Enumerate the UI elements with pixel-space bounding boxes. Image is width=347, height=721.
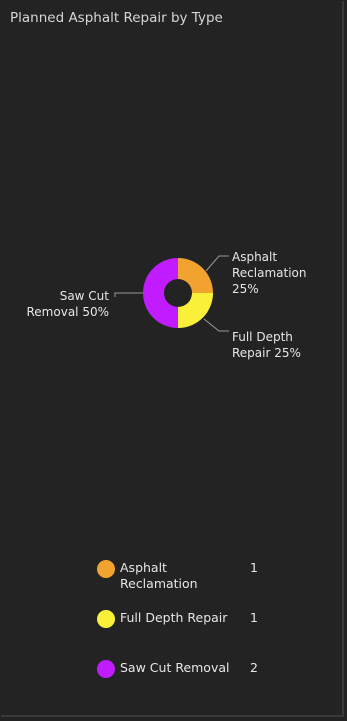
legend-label: Full Depth Repair: [120, 610, 228, 625]
legend-label: Saw Cut Removal: [120, 660, 230, 675]
chart-title: Planned Asphalt Repair by Type: [10, 10, 223, 26]
legend-swatch: [97, 610, 115, 628]
legend-value: 1: [250, 560, 258, 575]
leader-lines: [114, 255, 229, 332]
leader-line: [205, 255, 229, 272]
legend-swatch: [97, 560, 115, 578]
legend-value: 1: [250, 610, 258, 625]
donut-slice-saw-cut-removal[interactable]: [143, 258, 178, 328]
legend-item-full-depth-repair[interactable]: Full Depth Repair 1: [97, 609, 277, 643]
leader-line: [114, 292, 143, 297]
donut-slice-asphalt-reclamation[interactable]: [178, 258, 213, 293]
legend-label: Asphalt Reclamation: [120, 560, 198, 591]
slice-label: Full Depth Repair 25%: [232, 330, 301, 360]
legend-swatch: [97, 660, 115, 678]
legend-item-saw-cut-removal[interactable]: Saw Cut Removal 2: [97, 659, 277, 693]
slice-label: Saw Cut Removal 50%: [27, 289, 110, 319]
donut-slices: [143, 258, 213, 328]
leader-line: [203, 318, 229, 332]
legend-item-asphalt-reclamation[interactable]: Asphalt Reclamation 1: [97, 559, 277, 593]
slice-label: Asphalt Reclamation 25%: [232, 250, 307, 296]
legend-value: 2: [250, 660, 258, 675]
donut-chart: Asphalt Reclamation 25% Full Depth Repair 25…: [27, 250, 307, 360]
slice-labels: Asphalt Reclamation 25% Full Depth Repair 25…: [27, 250, 307, 360]
donut-slice-full-depth-repair[interactable]: [178, 293, 213, 328]
